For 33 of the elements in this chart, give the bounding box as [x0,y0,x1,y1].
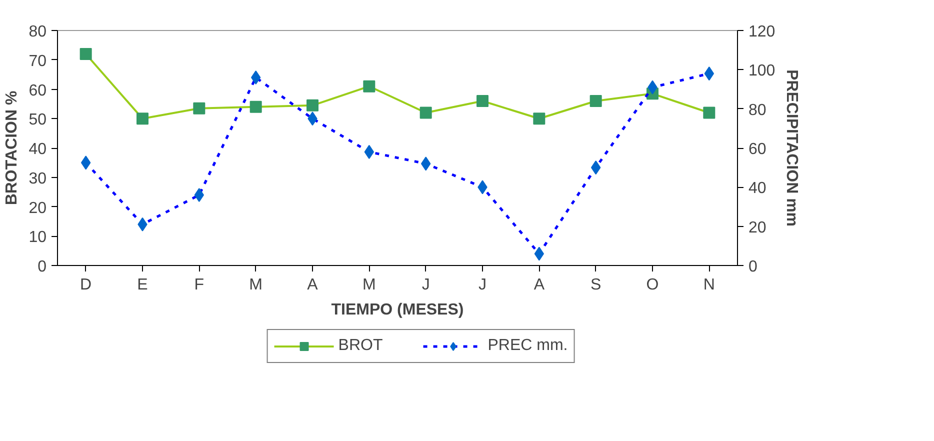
x-tick-label: M [362,276,376,294]
y-tick-label: 20 [28,200,47,217]
y2-tick-label: 60 [748,141,766,158]
y-tick-label: 50 [28,112,47,129]
y-tick-label: 0 [38,258,47,276]
y2-axis-title: PRECIPITACION mm [783,69,800,227]
y2-tick-label: 80 [748,102,766,119]
x-tick-label: J [422,276,430,294]
y-axis-title: BROTACION % [4,90,21,206]
y2-tick-label: 100 [748,62,776,80]
x-tick-label: A [307,276,318,294]
y2-tick-label: 0 [748,258,758,276]
y-tick-label: 10 [28,229,47,246]
x-tick-label: D [80,276,92,294]
y2-tick-label: 40 [748,180,766,198]
x-tick-label: S [590,276,602,294]
x-tick-label: J [478,276,486,294]
y-tick-label: 40 [28,141,47,158]
y-tick-label: 30 [28,170,47,188]
legend-label: BROT [338,337,383,355]
legend-label: PREC mm. [488,337,568,355]
x-tick-label: A [534,276,545,294]
y2-tick-label: 120 [748,24,776,40]
x-tick-label: M [249,276,262,294]
y-tick-label: 60 [28,82,47,100]
y2-tick-label: 20 [748,219,766,236]
y-tick-label: 70 [28,52,47,70]
x-tick-label: N [703,276,715,294]
x-axis-title: TIEMPO (MESES) [331,302,464,318]
x-tick-label: F [194,276,204,294]
x-tick-label: O [646,276,659,294]
y-tick-label: 80 [28,24,47,40]
x-tick-label: E [137,276,148,294]
